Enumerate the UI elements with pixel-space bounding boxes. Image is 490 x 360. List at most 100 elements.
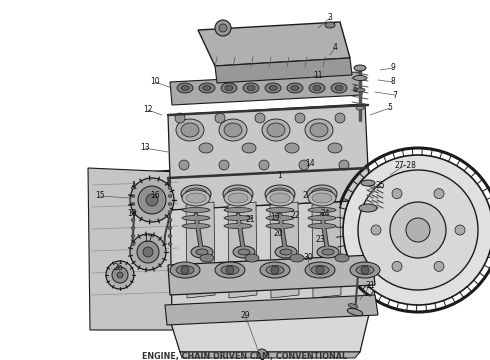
Ellipse shape: [354, 65, 366, 71]
Text: 2: 2: [303, 190, 307, 199]
Circle shape: [112, 267, 128, 283]
Polygon shape: [165, 295, 378, 325]
Ellipse shape: [335, 85, 343, 90]
Ellipse shape: [181, 123, 199, 137]
Ellipse shape: [280, 249, 292, 255]
Circle shape: [392, 261, 402, 271]
Polygon shape: [312, 202, 341, 298]
Text: 27-28: 27-28: [394, 161, 416, 170]
Ellipse shape: [309, 83, 325, 93]
Ellipse shape: [225, 85, 233, 90]
Ellipse shape: [285, 143, 299, 153]
Text: 22: 22: [290, 211, 300, 220]
Ellipse shape: [266, 266, 284, 274]
Ellipse shape: [177, 83, 193, 93]
Text: 29: 29: [240, 310, 250, 320]
Ellipse shape: [131, 226, 135, 230]
Ellipse shape: [131, 194, 135, 198]
Ellipse shape: [311, 266, 329, 274]
Circle shape: [259, 160, 269, 170]
Circle shape: [371, 225, 381, 235]
Ellipse shape: [228, 193, 248, 203]
Ellipse shape: [350, 262, 380, 278]
Ellipse shape: [305, 262, 335, 278]
Ellipse shape: [347, 309, 363, 316]
Circle shape: [226, 266, 234, 274]
Ellipse shape: [168, 194, 172, 198]
Text: 24: 24: [320, 208, 330, 217]
Text: 15: 15: [95, 192, 105, 201]
Circle shape: [215, 113, 225, 123]
Ellipse shape: [233, 246, 255, 258]
Ellipse shape: [308, 207, 336, 212]
Ellipse shape: [245, 254, 259, 262]
Polygon shape: [186, 202, 215, 298]
Ellipse shape: [242, 143, 256, 153]
Circle shape: [219, 24, 227, 32]
Ellipse shape: [170, 262, 200, 278]
Polygon shape: [168, 168, 372, 210]
Ellipse shape: [322, 249, 334, 255]
Ellipse shape: [168, 219, 172, 221]
Ellipse shape: [131, 186, 135, 189]
Ellipse shape: [168, 211, 172, 213]
Text: 13: 13: [140, 144, 150, 153]
Text: 19: 19: [270, 213, 280, 222]
Ellipse shape: [266, 216, 294, 220]
Ellipse shape: [182, 190, 210, 206]
Ellipse shape: [224, 190, 252, 206]
Ellipse shape: [269, 188, 291, 200]
Polygon shape: [270, 202, 299, 298]
Ellipse shape: [356, 106, 364, 110]
Text: 7: 7: [392, 90, 397, 99]
Text: 18: 18: [127, 208, 137, 217]
Ellipse shape: [287, 83, 303, 93]
Ellipse shape: [186, 193, 206, 203]
Circle shape: [434, 189, 444, 199]
Circle shape: [295, 113, 305, 123]
Text: 8: 8: [391, 77, 395, 86]
Ellipse shape: [308, 190, 336, 206]
Text: 21: 21: [245, 216, 255, 225]
Ellipse shape: [227, 188, 249, 200]
Polygon shape: [228, 202, 257, 298]
Circle shape: [358, 170, 478, 290]
Circle shape: [271, 266, 279, 274]
Text: 3: 3: [327, 13, 332, 22]
Circle shape: [130, 234, 166, 270]
Circle shape: [299, 160, 309, 170]
Ellipse shape: [219, 119, 247, 141]
Ellipse shape: [203, 85, 211, 90]
Polygon shape: [88, 168, 180, 330]
Ellipse shape: [199, 83, 215, 93]
Ellipse shape: [313, 85, 321, 90]
Text: ENGINE, CHAIN DRIVEN CAM, CONVENTIONAL: ENGINE, CHAIN DRIVEN CAM, CONVENTIONAL: [143, 352, 347, 360]
Text: 16: 16: [150, 192, 160, 201]
Circle shape: [255, 113, 265, 123]
Circle shape: [138, 186, 166, 214]
Circle shape: [179, 160, 189, 170]
Text: 6: 6: [353, 85, 357, 94]
Ellipse shape: [131, 202, 135, 206]
Text: 20: 20: [273, 229, 283, 238]
Ellipse shape: [221, 83, 237, 93]
Text: 17: 17: [143, 235, 153, 244]
Text: 26: 26: [113, 264, 123, 273]
Circle shape: [392, 189, 402, 199]
Ellipse shape: [305, 119, 333, 141]
Circle shape: [130, 178, 174, 222]
Ellipse shape: [355, 88, 365, 92]
Ellipse shape: [265, 185, 295, 203]
Circle shape: [219, 160, 229, 170]
Text: 5: 5: [388, 104, 392, 112]
Ellipse shape: [176, 266, 194, 274]
Ellipse shape: [131, 234, 135, 238]
Polygon shape: [168, 255, 375, 295]
Ellipse shape: [312, 193, 332, 203]
Ellipse shape: [196, 249, 208, 255]
Ellipse shape: [348, 304, 358, 308]
Ellipse shape: [361, 180, 375, 186]
Ellipse shape: [224, 216, 252, 220]
Ellipse shape: [221, 266, 239, 274]
Ellipse shape: [307, 185, 337, 203]
